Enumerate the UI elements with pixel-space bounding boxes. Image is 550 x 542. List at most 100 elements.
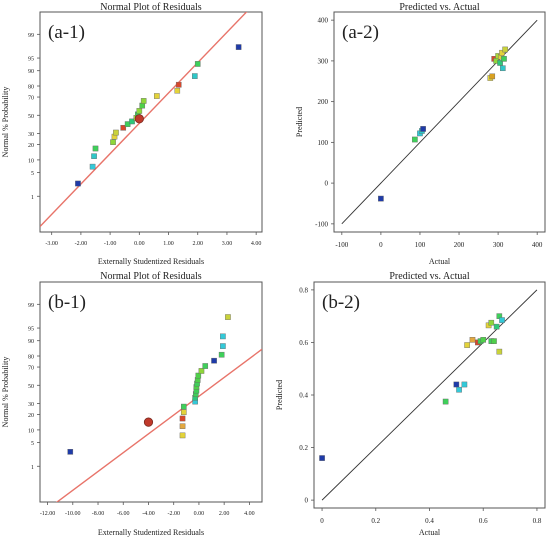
y-tick-label: 0.6 <box>299 339 308 347</box>
y-axis-label: Predicted <box>275 380 284 410</box>
data-point <box>493 323 500 330</box>
data-point <box>453 381 460 388</box>
data-point <box>488 319 495 326</box>
chart-title: Predicted vs. Actual <box>399 2 479 13</box>
plot-frame <box>39 281 263 503</box>
data-point <box>192 73 198 79</box>
y-tick-label: 70 <box>28 96 34 102</box>
x-tick-label: 4.00 <box>251 241 262 247</box>
data-point <box>179 423 186 429</box>
y-tick-label: 20 <box>28 413 34 419</box>
data-point <box>180 403 187 410</box>
y-tick-label: 95 <box>28 327 34 333</box>
y-axis-label: Predicted <box>295 107 304 137</box>
y-tick-label: 50 <box>28 384 34 390</box>
data-point <box>489 73 496 80</box>
y-tick-label: 95 <box>28 57 34 63</box>
y-tick-label: 1 <box>31 195 34 201</box>
data-point <box>92 145 99 152</box>
y-tick-label: 99 <box>28 33 34 39</box>
x-tick-label: 0.6 <box>479 517 488 525</box>
x-axis-label: Externally Studentized Residuals <box>98 257 204 266</box>
x-tick-label: 400 <box>532 241 543 249</box>
x-tick-label: -12.00 <box>40 511 56 517</box>
y-tick-label: 100 <box>318 139 329 147</box>
plot-content <box>40 12 248 227</box>
data-point <box>140 98 147 104</box>
normal-reference-line <box>55 348 262 502</box>
y-tick-label: 90 <box>28 339 34 345</box>
plot-frame <box>39 11 263 233</box>
y-tick-label: 0.4 <box>299 392 308 400</box>
x-tick-label: 0.2 <box>371 517 380 525</box>
data-point <box>220 333 226 340</box>
y-tick-label: 30 <box>28 132 34 138</box>
y-tick-label: 30 <box>28 402 34 408</box>
data-point <box>412 136 418 143</box>
data-point <box>491 338 497 344</box>
y-tick-label: 1 <box>31 465 34 471</box>
x-axis-label: Actual <box>429 257 451 266</box>
data-point <box>225 314 231 320</box>
x-tick-label: -10.00 <box>65 511 81 517</box>
y-tick-label: 300 <box>318 57 329 65</box>
data-point <box>480 337 487 343</box>
x-axis-label: Actual <box>419 528 441 537</box>
data-point <box>499 49 505 56</box>
data-point <box>319 455 325 461</box>
data-point <box>136 108 143 114</box>
y-tick-label: 10 <box>28 158 34 164</box>
data-point <box>502 46 508 53</box>
highlight-point <box>134 114 144 124</box>
y-tick-label: 20 <box>28 143 34 149</box>
data-point <box>442 398 449 405</box>
x-tick-label: -2.00 <box>167 511 180 517</box>
chart-title: Normal Plot of Residuals <box>100 2 201 13</box>
y-tick-label: -100 <box>315 220 328 228</box>
panel-label: (a-1) <box>48 22 85 43</box>
data-point <box>110 139 116 145</box>
identity-line <box>321 289 538 501</box>
x-tick-label: -2.00 <box>75 241 88 247</box>
x-tick-label: -6.00 <box>117 511 130 517</box>
data-point <box>420 126 426 132</box>
plot-content <box>319 289 538 501</box>
y-axis-label: Normal % Probability <box>1 87 10 158</box>
data-point <box>120 124 127 131</box>
y-tick-label: 10 <box>28 428 34 434</box>
y-tick-label: 80 <box>28 355 34 361</box>
panel-a2: Predicted vs. Actual -100 0 100 200 300 400 -10… <box>295 2 546 266</box>
data-point <box>218 351 225 358</box>
x-tick-label: 0.00 <box>134 241 145 247</box>
x-tick-label: 2.00 <box>192 241 203 247</box>
data-point <box>456 386 462 393</box>
data-point <box>194 61 201 67</box>
data-point <box>461 381 468 388</box>
x-tick-label: -4.00 <box>142 511 155 517</box>
data-point <box>113 129 119 136</box>
data-point <box>179 415 186 422</box>
highlight-point <box>143 417 154 427</box>
y-tick-label: 80 <box>28 85 34 91</box>
panel-b1: Normal Plot of Residuals -12.00 -10.00 -8.0… <box>1 271 263 537</box>
y-tick-label: 90 <box>28 69 34 75</box>
data-point <box>235 44 242 50</box>
plot-content <box>341 19 538 225</box>
panel-b2: Predicted vs. Actual 0 0.2 0.4 0.6 0.8 0 0.2 0.4… <box>275 271 546 537</box>
data-point <box>139 102 146 109</box>
y-tick-label: 0 <box>325 180 329 188</box>
y-tick-label: 50 <box>28 114 34 120</box>
x-tick-label: -3.00 <box>45 241 58 247</box>
data-point <box>89 163 96 170</box>
x-tick-label: 3.00 <box>222 241 233 247</box>
data-point <box>179 432 186 439</box>
y-tick-label: 99 <box>28 303 34 309</box>
x-tick-label: 0 <box>379 241 383 249</box>
data-point <box>469 337 476 343</box>
y-tick-label: 5 <box>31 441 34 447</box>
data-point <box>464 342 470 348</box>
data-point <box>500 65 506 72</box>
panel-label: (b-2) <box>322 292 360 313</box>
y-tick-label: 200 <box>318 98 329 106</box>
